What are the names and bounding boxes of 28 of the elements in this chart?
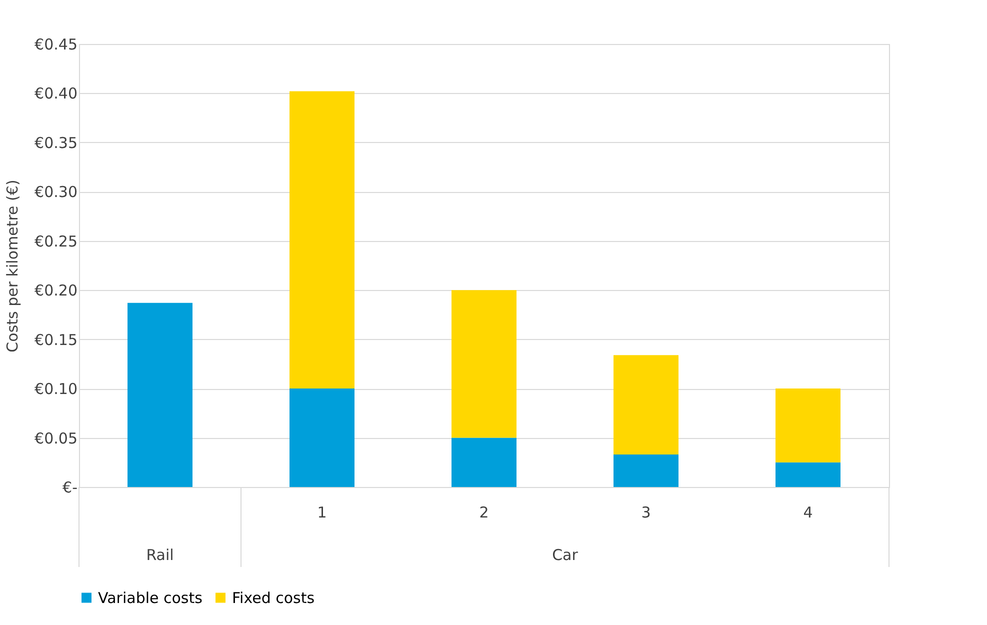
y-tick-label: €0.45 <box>34 36 78 54</box>
y-tick-label: €0.30 <box>34 183 78 202</box>
y-tick-label: €0.05 <box>34 429 78 448</box>
text: Rail <box>146 546 174 564</box>
x-tick-label: 4 <box>803 504 813 522</box>
y-tick-label: €0.25 <box>34 232 78 250</box>
bar <box>128 302 192 487</box>
y-tick-label: €0.10 <box>34 380 78 398</box>
y-tick-label: €- <box>62 478 78 496</box>
bar <box>776 388 840 462</box>
y-tick-label: €0.40 <box>34 84 78 103</box>
text: Car <box>552 546 579 564</box>
y-axis-title: Costs per kilometre (€) <box>4 180 22 352</box>
bar <box>614 355 678 455</box>
legend-label: Variable costs <box>98 588 203 607</box>
bar <box>614 454 678 487</box>
bar <box>452 438 516 487</box>
y-tick-label: €0.35 <box>34 134 78 152</box>
bar <box>290 91 354 389</box>
bar <box>290 388 354 487</box>
y-tick-label: €0.20 <box>34 282 78 300</box>
legend-label: Fixed costs <box>232 588 315 607</box>
x-tick-label: 2 <box>479 504 489 522</box>
bar <box>776 462 840 487</box>
bar <box>452 290 516 438</box>
x-tick-label: 3 <box>641 504 651 522</box>
y-tick-label: €0.15 <box>34 330 78 349</box>
x-tick-label: 1 <box>317 504 327 522</box>
